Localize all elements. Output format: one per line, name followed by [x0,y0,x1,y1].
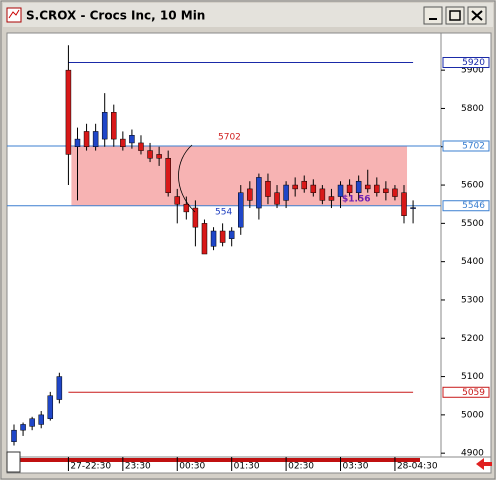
maximize-glyph [449,10,461,21]
candle-body [346,184,353,193]
candle-body [120,138,126,148]
maximize-button[interactable] [445,6,465,25]
candle-body [364,184,371,190]
price-level-box [442,200,490,212]
minimize-button[interactable] [423,6,443,25]
candle-body [383,188,389,193]
candle-body [228,230,235,239]
y-tick-label: 4900 [461,449,484,459]
scroll-box[interactable] [6,451,21,473]
price-level-box [442,140,490,152]
candle-body [337,184,344,197]
candle-body [129,135,135,144]
candle-body [147,150,153,159]
y-tick-label: 5400 [461,257,484,267]
x-tick-label: 28-04:30 [397,462,438,472]
candle-body [274,192,280,205]
app-icon [6,7,22,23]
y-tick-label: 5000 [461,410,484,420]
annotation: $1.56 [342,195,370,205]
candle-body [283,184,289,201]
candle-body [11,429,17,442]
candle-body [401,192,407,216]
candle-body [310,184,317,193]
candle-body [165,157,171,193]
x-tick-label: 00:30 [179,462,205,472]
app-icon-glyph [8,9,20,19]
candle-body [219,230,226,243]
price-level-box [442,386,490,398]
y-tick-label: 5200 [461,334,484,344]
price-axis-panel [440,32,492,458]
candle-body [374,184,380,193]
y-tick-label: 5600 [461,181,484,191]
annotation: 554 [215,208,232,218]
candle-body [111,112,117,140]
candle-body [392,188,398,197]
candle-body [174,196,181,205]
close-glyph [471,10,483,21]
chart-marks: 4900500051005200530054005500560057005800… [7,45,490,472]
candle-body [156,154,162,159]
scroll-right-arrow[interactable] [476,458,492,470]
candle-body [56,376,63,400]
candle-body [210,230,217,247]
candle-body [65,69,72,155]
candle-body [83,131,90,148]
y-tick-label: 5300 [461,295,484,305]
x-tick-label: 01:30 [234,462,260,472]
candle-body [410,207,416,209]
candle-body [29,418,35,427]
candle-body [74,138,81,148]
y-tick-label: 5800 [461,104,484,114]
candle-body [138,142,144,151]
candle-body [101,112,108,140]
candle-body [247,188,253,201]
candle-body [47,395,54,419]
candle-body [265,180,271,197]
scroll-track [20,458,420,462]
y-tick-label: 5100 [461,372,484,382]
title-bar [3,3,493,27]
candle-body [301,180,307,190]
candle-body [192,207,199,228]
annotation: 5702 [218,133,241,143]
x-tick-label: 02:30 [288,462,314,472]
candle-body [183,203,190,213]
candle-body [201,223,208,255]
candle-body [328,196,335,201]
x-tick-label: 03:30 [343,462,369,472]
y-tick-label: 5500 [461,219,484,229]
x-tick-label: 27-22:30 [70,462,111,472]
candle-body [256,177,262,209]
candle-body [355,180,362,193]
candle-body [238,192,244,228]
price-level-label: 5059 [462,388,485,398]
candle-body [292,184,298,190]
price-level-label: 5546 [462,201,485,211]
y-tick-label: 5900 [461,66,484,76]
candle-body [319,188,326,201]
candle-body [20,424,26,431]
candle-body [38,414,44,425]
annotation-arc [178,144,196,213]
price-level-label: 5920 [462,58,485,68]
price-level-box [442,56,490,68]
window-title: S.CROX - Crocs Inc, 10 Min [26,9,205,23]
candle-body [92,131,99,148]
x-tick-label: 23:30 [125,462,151,472]
plot-area [6,32,442,458]
price-level-label: 5702 [462,141,485,151]
